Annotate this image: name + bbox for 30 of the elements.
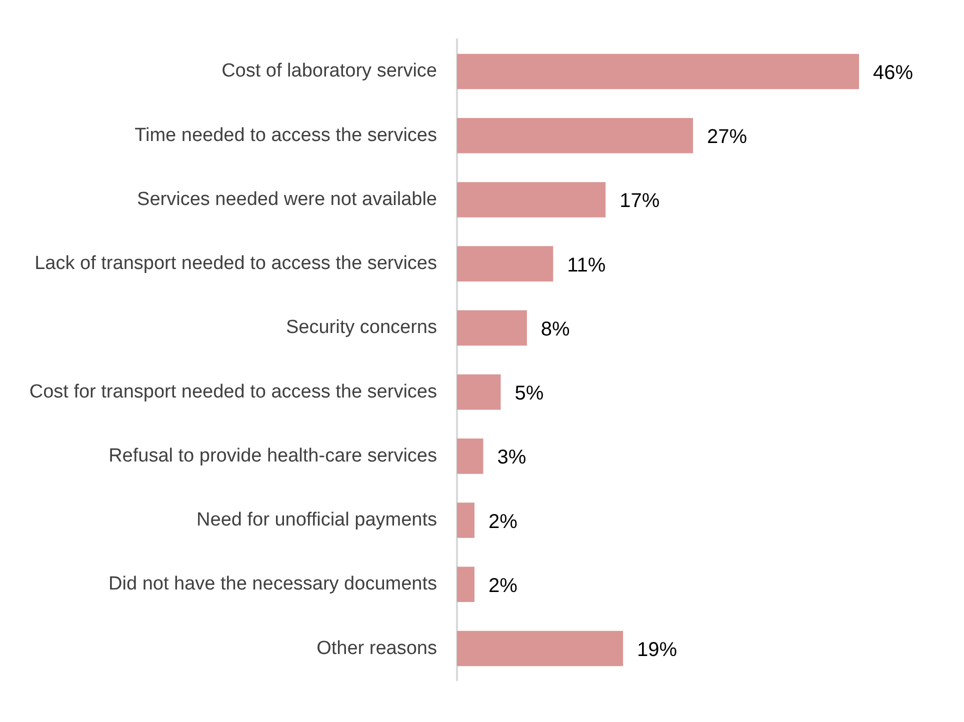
data-label: 3% bbox=[497, 446, 526, 469]
data-label: 19% bbox=[637, 639, 678, 662]
bar bbox=[457, 118, 693, 154]
bar bbox=[457, 54, 860, 90]
data-label: 27% bbox=[706, 126, 748, 148]
data-label: 2% bbox=[488, 574, 518, 597]
bar bbox=[457, 182, 606, 218]
bar bbox=[457, 502, 474, 538]
data-label: 46% bbox=[873, 62, 914, 84]
bar bbox=[457, 374, 501, 410]
data-label: 2% bbox=[488, 510, 518, 533]
y-tick-label: Services needed were not available bbox=[137, 188, 437, 210]
y-tick-label: Other reasons bbox=[316, 638, 437, 659]
bar bbox=[457, 310, 527, 346]
y-tick-label: Cost of laboratory service bbox=[222, 60, 437, 82]
bar bbox=[457, 630, 624, 666]
y-tick-label: Need for unofficial payments bbox=[196, 510, 437, 531]
bar bbox=[457, 438, 484, 474]
data-label: 8% bbox=[540, 318, 570, 340]
y-tick-label: Cost for transport needed to access the services bbox=[29, 381, 437, 402]
data-label: 17% bbox=[620, 190, 660, 212]
bar bbox=[457, 566, 474, 602]
data-label: 11% bbox=[567, 254, 606, 276]
y-tick-label: Lack of transport needed to access the services bbox=[34, 253, 437, 274]
bar bbox=[457, 246, 554, 282]
data-label: 5% bbox=[514, 382, 544, 405]
y-tick-label: Security concerns bbox=[286, 317, 437, 338]
y-tick-label: Time needed to access the services bbox=[134, 124, 437, 146]
y-tick-label: Refusal to provide health-care services bbox=[108, 445, 437, 466]
y-tick-label: Did not have the necessary documents bbox=[108, 574, 437, 595]
